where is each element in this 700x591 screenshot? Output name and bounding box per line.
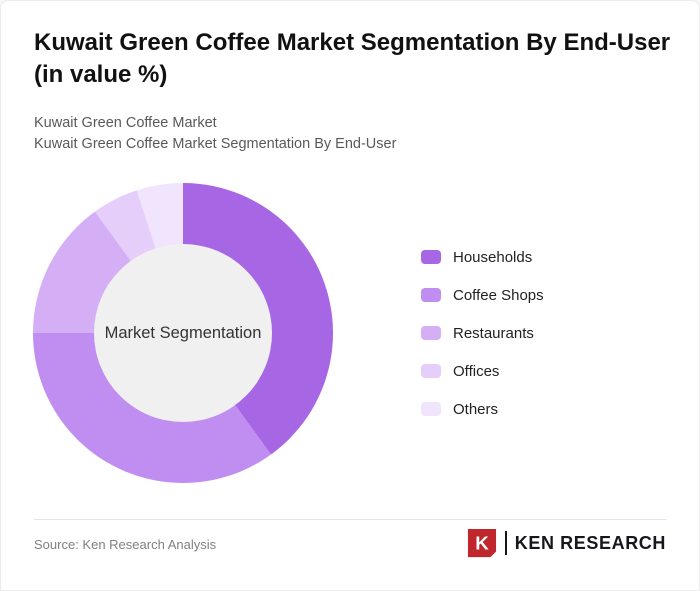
legend-item-coffee-shops[interactable]: Coffee Shops [421, 276, 544, 314]
ken-research-logomark-icon: K [467, 528, 496, 558]
legend-swatch [421, 364, 441, 378]
legend-label: Others [453, 400, 499, 418]
legend-item-others[interactable]: Others [421, 390, 544, 428]
legend-label: Coffee Shops [453, 286, 544, 304]
brand-name: KEN RESEARCH [514, 532, 666, 553]
legend-label: Restaurants [453, 324, 534, 342]
legend-label: Offices [453, 362, 500, 380]
chart-legend: Households Coffee Shops Restaurants Offices… [421, 238, 544, 428]
legend-item-offices[interactable]: Offices [421, 352, 544, 390]
footer-divider [34, 519, 666, 520]
source-note: Source: Ken Research Analysis [34, 537, 217, 552]
legend-swatch [421, 288, 441, 302]
logomark-letter: K [475, 533, 489, 554]
legend-swatch [421, 326, 441, 340]
chart-subtitle-segmentation: Kuwait Green Coffee Market Segmentation … [34, 136, 397, 152]
legend-label: Households [453, 248, 533, 266]
chart-subtitle-market: Kuwait Green Coffee Market [34, 115, 217, 131]
ken-research-logo: K KEN RESEARCH [467, 528, 666, 558]
legend-item-households[interactable]: Households [421, 238, 544, 276]
chart-title: Kuwait Green Coffee Market Segmentation … [34, 29, 671, 89]
legend-swatch [421, 250, 441, 264]
donut-center-label: Market Segmentation [94, 244, 272, 422]
donut-chart[interactable]: Market Segmentation [33, 183, 333, 483]
legend-swatch [421, 402, 441, 416]
legend-item-restaurants[interactable]: Restaurants [421, 314, 544, 352]
logo-divider [504, 531, 507, 555]
